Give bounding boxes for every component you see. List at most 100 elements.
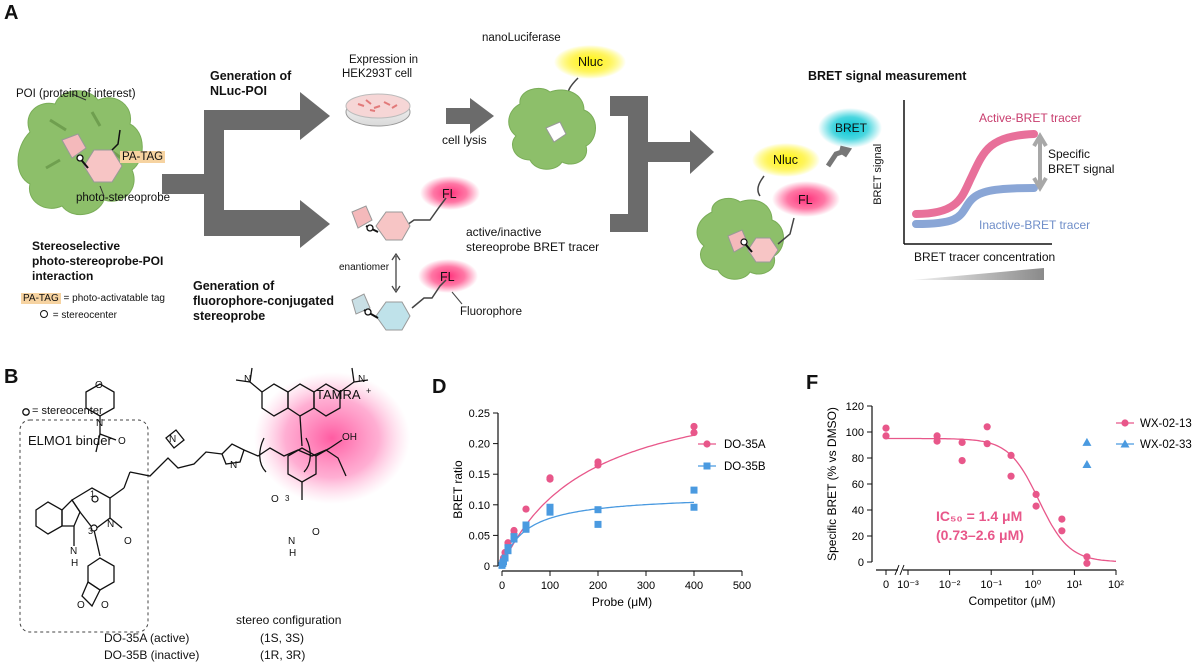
peg-repeat-3: 3 bbox=[285, 494, 290, 503]
x-tick-label: 10⁻¹ bbox=[980, 579, 1002, 591]
stereocenter-legend-icon bbox=[22, 408, 30, 416]
atom-plus: + bbox=[366, 386, 372, 396]
panel-d-letter: D bbox=[432, 376, 447, 398]
y-tick-label: 20 bbox=[852, 531, 864, 543]
atom-o-dioxole-2: O bbox=[101, 600, 109, 611]
data-point bbox=[1058, 515, 1066, 523]
legend-label: WX-02-13 bbox=[1140, 418, 1192, 430]
atom-n-indole: N bbox=[70, 546, 78, 557]
row-b-name: DO-35B (inactive) bbox=[104, 648, 200, 662]
atom-o-morph: O bbox=[95, 380, 103, 391]
tracer-1: active/inactive bbox=[466, 225, 542, 239]
stereo-num-1: 1 bbox=[90, 489, 96, 499]
data-point bbox=[1007, 451, 1015, 459]
specific-signal-arrow-icon bbox=[1032, 132, 1048, 192]
legend-marker bbox=[1120, 439, 1130, 448]
data-point bbox=[983, 423, 991, 431]
bret-signal-axis-label: BRET signal bbox=[872, 143, 885, 205]
legend-label: WX-02-33 bbox=[1140, 439, 1192, 451]
tamra-glow-icon bbox=[254, 372, 410, 504]
stereocenter-legend-text: = stereocenter bbox=[32, 405, 103, 417]
legend-marker bbox=[1121, 419, 1129, 427]
legend-tag-text: = photo-activatable tag bbox=[60, 293, 165, 304]
data-point bbox=[594, 520, 602, 528]
x-tick-label: 500 bbox=[733, 580, 751, 592]
gen-fl-2: fluorophore-conjugated bbox=[193, 294, 334, 308]
nluc-glow-icon bbox=[554, 45, 626, 79]
y-tick-label: 60 bbox=[852, 479, 864, 491]
x-tick-label: 0 bbox=[883, 579, 889, 591]
y-axis-title: Specific BRET (% vs DMSO) bbox=[825, 407, 839, 561]
gen-nluc-1: Generation of bbox=[210, 69, 292, 83]
x-axis-title: Probe (μM) bbox=[592, 595, 652, 609]
x-tick-label: 400 bbox=[685, 580, 703, 592]
data-point bbox=[1032, 502, 1040, 510]
y-axis-title: BRET ratio bbox=[451, 460, 465, 519]
fl-glow-icon bbox=[420, 176, 480, 210]
gen-fl-1: Generation of bbox=[193, 279, 275, 293]
y-tick-label: 40 bbox=[852, 505, 864, 517]
panel-f-letter: F bbox=[806, 372, 819, 394]
x-tick-label: 300 bbox=[637, 580, 655, 592]
panel-a-letter: A bbox=[4, 2, 19, 24]
atom-o-dioxole-1: O bbox=[77, 600, 85, 611]
panel-b-structure bbox=[19, 367, 410, 633]
lysis-arrow-icon bbox=[446, 98, 494, 134]
measurement-title: BRET signal measurement bbox=[808, 69, 967, 83]
nanoluciferase-label: nanoLuciferase bbox=[482, 32, 561, 44]
atom-h-amide: H bbox=[289, 548, 297, 559]
y-tick-label: 0.05 bbox=[469, 530, 490, 542]
specific-signal-1: Specific bbox=[1048, 147, 1091, 161]
bret-schematic-plot bbox=[903, 100, 1052, 280]
atom-h-indole: H bbox=[71, 558, 79, 569]
panel-f-chart: 0 20 40 60 80 100 120 0 10⁻³ 10⁻² 10⁻¹ 10⁰ 10¹ 10² Com… bbox=[825, 401, 1192, 608]
fl-label-2: FL bbox=[440, 270, 455, 284]
y-tick-label: 0.20 bbox=[469, 439, 490, 451]
fl-glow-icon-2 bbox=[418, 259, 478, 293]
nluc-label-complex: Nluc bbox=[773, 153, 799, 167]
x-axis-title: Competitor (μM) bbox=[969, 594, 1056, 608]
data-point-zero bbox=[882, 432, 890, 440]
stereocenter-icon bbox=[76, 154, 84, 162]
fl-label-1: FL bbox=[442, 187, 457, 201]
data-point bbox=[690, 503, 698, 511]
fit-curve-DO-35A bbox=[501, 434, 695, 567]
tracer-concentration-label: BRET tracer concentration bbox=[914, 250, 1056, 264]
atom-n-right: N bbox=[358, 374, 366, 385]
tracer-2: stereoprobe BRET tracer bbox=[466, 240, 600, 254]
atom-n-amide: N bbox=[288, 536, 296, 547]
row-a-name: DO-35A (active) bbox=[104, 631, 190, 645]
legend-label: DO-35A bbox=[724, 439, 766, 451]
stereo-num-3: 3 bbox=[88, 526, 94, 536]
atom-o-amide: O bbox=[118, 436, 126, 447]
gen-nluc-2: NLuc-POI bbox=[210, 84, 267, 98]
enantiomer-label: enantiomer bbox=[339, 262, 390, 273]
y-tick-label: 100 bbox=[846, 427, 864, 439]
data-point bbox=[1082, 437, 1092, 446]
expression-2: HEK293T cell bbox=[342, 68, 413, 80]
bret-label: BRET bbox=[835, 121, 868, 135]
fl-label-complex: FL bbox=[798, 193, 813, 207]
merge-arrow-icon bbox=[610, 96, 714, 232]
data-point bbox=[1082, 460, 1092, 468]
legend-center-text: = stereocenter bbox=[50, 310, 117, 321]
data-point bbox=[690, 428, 698, 437]
y-tick-label: 80 bbox=[852, 453, 864, 465]
bret-glow-icon bbox=[818, 108, 882, 148]
row-a-config: (1S, 3S) bbox=[260, 631, 305, 645]
config-header: stereo configuration bbox=[236, 613, 342, 627]
data-point bbox=[958, 457, 966, 465]
data-point bbox=[983, 440, 991, 448]
pa-tag-label: PA-TAG bbox=[120, 151, 166, 163]
cell-lysis-label: cell lysis bbox=[442, 133, 487, 147]
x-tick-label: 10⁻³ bbox=[897, 579, 919, 591]
x-tick-label: 10¹ bbox=[1066, 579, 1082, 591]
atom-o-ring: O bbox=[124, 536, 132, 547]
data-point bbox=[1007, 472, 1015, 480]
nluc-label-top: Nluc bbox=[578, 55, 604, 69]
y-tick-label: 0 bbox=[484, 561, 490, 573]
y-tick-label: 0.15 bbox=[469, 469, 490, 481]
poi-label: POI (protein of interest) bbox=[16, 88, 136, 100]
enantiomer-arrow-icon bbox=[391, 252, 401, 294]
panel-a-graphics bbox=[17, 45, 1052, 331]
